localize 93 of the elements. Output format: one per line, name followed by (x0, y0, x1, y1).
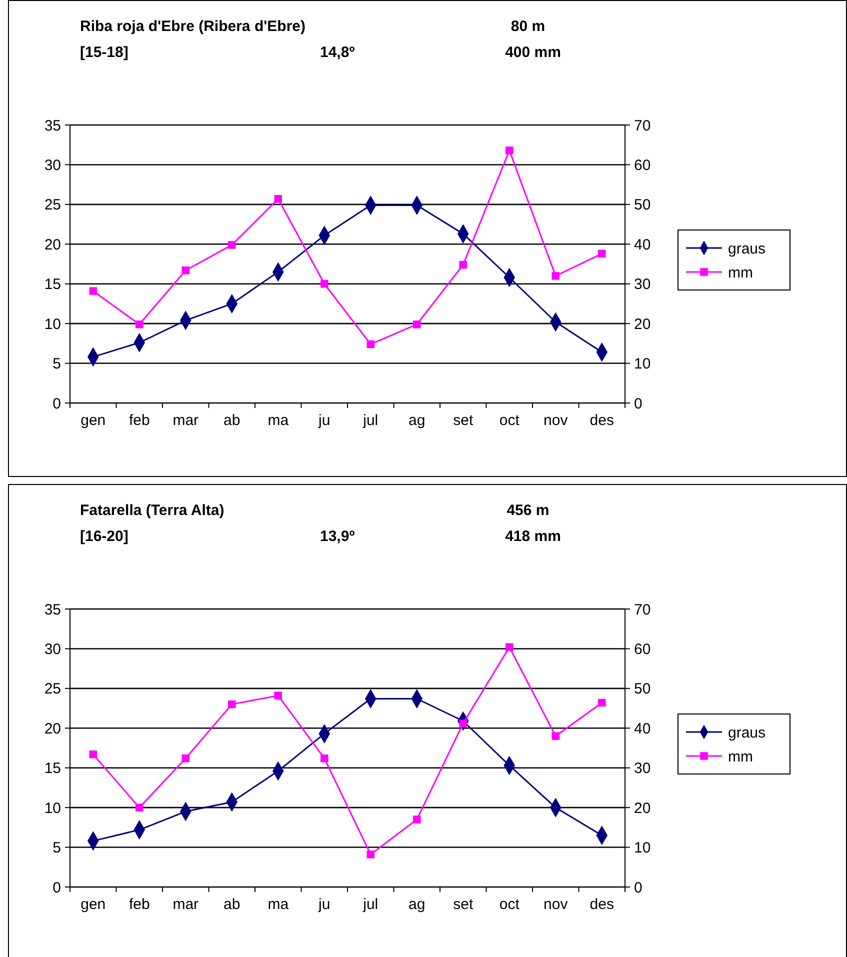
point (320, 754, 328, 762)
point (89, 750, 97, 758)
legend-label: graus (728, 240, 766, 258)
x-tick-label: jul (362, 412, 378, 429)
point (459, 260, 467, 269)
chart-title: Fatarella (Terra Alta) (80, 502, 224, 519)
y-tick-label: 15 (44, 276, 61, 294)
y-tick-label: 10 (44, 800, 61, 817)
point (506, 146, 514, 154)
text: 418 mm (505, 528, 561, 545)
text: 80 m (510, 18, 546, 35)
y-tick-label: 30 (44, 156, 61, 174)
y2-tick-label: 30 (634, 760, 651, 778)
point (598, 698, 606, 707)
y2-tick-label: 20 (634, 800, 651, 817)
x-tick-label: feb (128, 896, 150, 913)
y2-tick-label: 70 (634, 117, 651, 134)
x-tick-label: mar (172, 896, 199, 913)
point (274, 692, 282, 700)
y-tick-label: 0 (52, 395, 61, 412)
point (320, 280, 328, 288)
point (136, 804, 144, 812)
y-tick-label: 35 (44, 601, 61, 618)
y2-tick-label: 10 (634, 840, 651, 857)
y2-tick-label: 0 (634, 395, 642, 412)
point (228, 241, 236, 249)
x-tick-label: oct (499, 896, 520, 913)
y2-tick-label: 30 (634, 276, 651, 294)
point (89, 287, 97, 295)
point (228, 700, 236, 708)
point (182, 754, 190, 762)
x-tick-label: oct (499, 412, 520, 429)
x-tick-label: ju (318, 412, 330, 429)
x-tick-label: ju (318, 896, 330, 913)
point (136, 320, 144, 328)
y2-tick-label: 20 (634, 316, 651, 333)
legend-label: graus (728, 724, 766, 742)
point (274, 194, 282, 203)
x-tick-label: des (590, 896, 614, 913)
text: [15-18] (80, 44, 128, 61)
point (413, 816, 421, 824)
x-tick-label: set (453, 412, 474, 429)
y-tick-label: 10 (44, 316, 61, 333)
x-tick-label: nov (544, 896, 568, 913)
x-tick-label: ag (408, 896, 426, 913)
y2-tick-label: 70 (634, 601, 651, 618)
point (598, 250, 606, 258)
x-tick-label: ma (268, 412, 290, 429)
y2-tick-label: 50 (634, 680, 651, 698)
y-tick-label: 5 (52, 356, 61, 373)
x-tick-label: feb (128, 412, 150, 429)
x-tick-label: nov (544, 412, 568, 429)
x-tick-label: mar (172, 412, 199, 429)
y-tick-label: 35 (44, 117, 61, 134)
y-tick-label: 20 (44, 236, 61, 254)
y-tick-label: 25 (44, 196, 61, 214)
text: 456 m (506, 502, 550, 519)
y-tick-label: 0 (52, 879, 61, 896)
x-tick-label: gen (80, 896, 106, 913)
point (366, 340, 374, 348)
point (413, 320, 421, 328)
y-tick-label: 15 (44, 760, 61, 778)
point (182, 266, 190, 274)
text: 400 mm (505, 44, 561, 61)
y2-tick-label: 50 (634, 196, 651, 214)
point (552, 272, 560, 280)
y-tick-label: 5 (52, 840, 61, 857)
point (366, 850, 374, 858)
legend-label: mm (728, 264, 753, 282)
x-tick-label: set (453, 896, 474, 913)
x-tick-label: ab (224, 412, 240, 429)
text: 14,8º (320, 44, 356, 61)
x-tick-label: ma (268, 896, 290, 913)
y2-tick-label: 0 (634, 879, 642, 896)
y-tick-label: 25 (44, 680, 61, 698)
chart-title: Riba roja d'Ebre (Ribera d'Ebre) (80, 18, 306, 35)
x-tick-label: des (590, 412, 614, 429)
text: 13,9º (320, 528, 356, 545)
x-tick-label: ab (224, 896, 240, 913)
y2-tick-label: 60 (634, 640, 651, 658)
y2-tick-label: 40 (634, 236, 651, 254)
point (552, 732, 560, 740)
y2-tick-label: 60 (634, 156, 651, 174)
x-tick-label: ag (408, 412, 426, 429)
y2-tick-label: 10 (634, 356, 651, 373)
x-tick-label: gen (80, 412, 106, 429)
legend-label: mm (728, 748, 753, 766)
y-tick-label: 20 (44, 720, 61, 738)
y-tick-label: 30 (44, 640, 61, 658)
y2-tick-label: 40 (634, 720, 651, 738)
point (506, 643, 514, 651)
x-tick-label: jul (362, 896, 378, 913)
text: [16-20] (80, 528, 128, 545)
